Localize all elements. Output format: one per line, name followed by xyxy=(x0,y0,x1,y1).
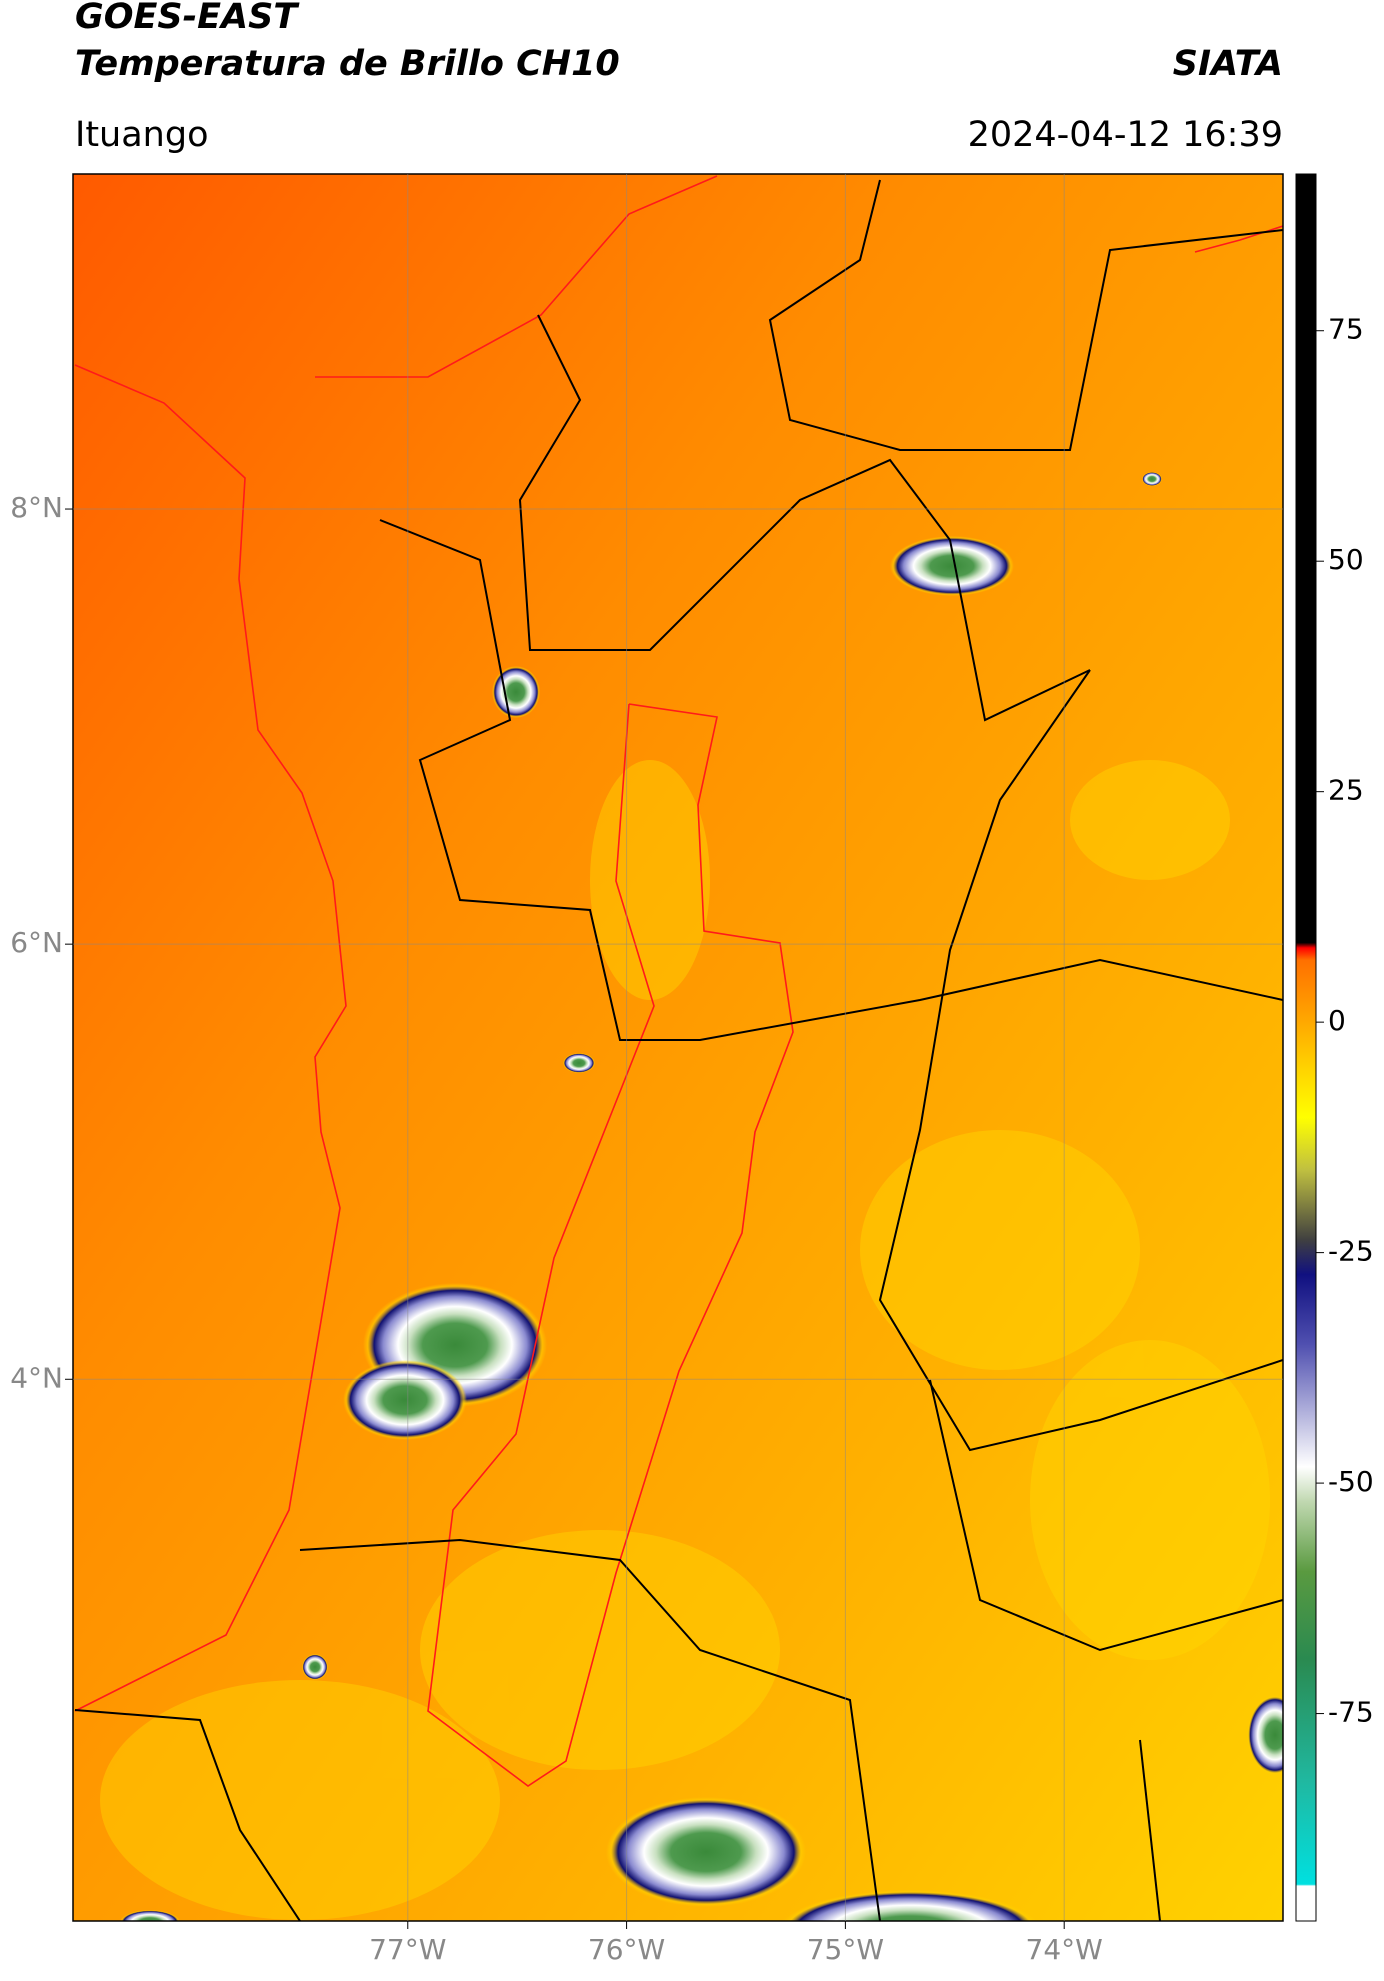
admin-border xyxy=(518,314,1091,722)
colorbar-tick-label: 0 xyxy=(1328,1004,1346,1037)
colorbar-tick-label: 50 xyxy=(1328,543,1364,576)
map-background xyxy=(73,174,1283,1921)
admin-border xyxy=(929,1379,1283,1652)
admin-border xyxy=(379,519,1283,1041)
region-outline xyxy=(427,703,794,1787)
admin-border xyxy=(74,1709,301,1921)
map-frame xyxy=(72,173,1284,1922)
admin-border xyxy=(878,669,1283,1452)
colorbar-tick-label: 25 xyxy=(1328,774,1364,807)
storm-cells xyxy=(120,472,1283,1921)
datetime: 2024-04-12 16:39 xyxy=(968,115,1283,155)
colorbar-tick-label: -25 xyxy=(1328,1235,1374,1268)
y-tick-label: 4°N xyxy=(10,1361,63,1394)
admin-border xyxy=(1139,1739,1161,1921)
x-tick-label: 75°W xyxy=(807,1933,884,1966)
title: GOES-EAST xyxy=(75,0,300,37)
colorbar-tick-label: -50 xyxy=(1328,1465,1374,1498)
coastline xyxy=(74,364,347,1712)
map xyxy=(73,174,1283,1921)
warm-patches xyxy=(100,760,1270,1920)
x-tick-label: 76°W xyxy=(588,1933,665,1966)
colorbar-tick-label: -75 xyxy=(1328,1696,1374,1729)
y-tick-label: 8°N xyxy=(10,491,63,524)
x-tick-label: 77°W xyxy=(369,1933,446,1966)
x-tick-label: 74°W xyxy=(1026,1933,1103,1966)
admin-border xyxy=(299,1538,881,1921)
colorbar xyxy=(1295,173,1317,1922)
y-tick-label: 6°N xyxy=(10,926,63,959)
source: SIATA xyxy=(1173,44,1283,84)
colorbar-tick-label: 75 xyxy=(1328,313,1364,346)
location: Ituango xyxy=(75,115,209,155)
coastline xyxy=(315,175,718,378)
subtitle: Temperatura de Brillo CH10 xyxy=(75,44,620,84)
